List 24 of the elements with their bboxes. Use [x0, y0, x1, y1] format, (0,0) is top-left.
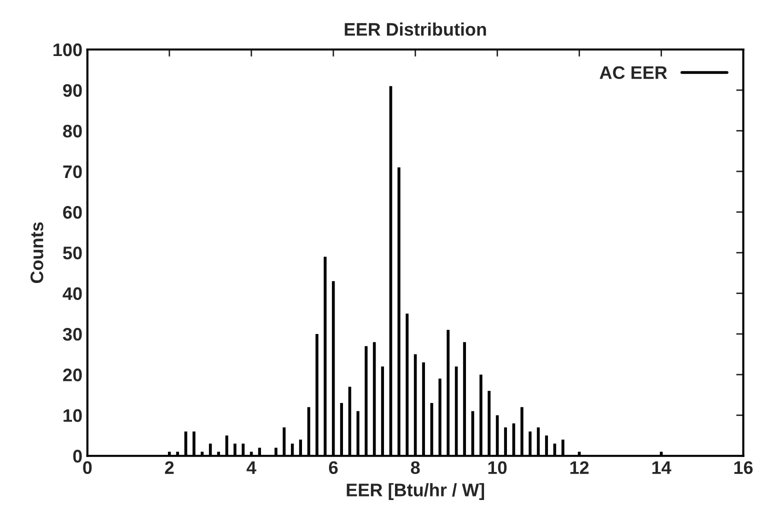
legend-label: AC EER: [600, 66, 668, 80]
y-tick-label: 60: [63, 206, 82, 219]
x-tick-label: 16: [734, 461, 753, 474]
chart-title: EER Distribution: [344, 22, 486, 36]
y-tick-label: 40: [62, 287, 82, 300]
x-tick-label: 12: [570, 461, 589, 474]
x-tick-label: 0: [83, 461, 92, 474]
x-tick-label: 4: [246, 461, 256, 474]
y-tick-label: 70: [63, 165, 82, 178]
y-tick-label: 80: [63, 124, 82, 138]
y-tick-label: 50: [63, 246, 82, 260]
x-tick-label: 8: [410, 461, 420, 474]
y-tick-label: 30: [62, 328, 82, 341]
x-tick-label: 10: [488, 461, 507, 474]
y-tick-label: 0: [73, 450, 82, 463]
x-axis-title: EER [Btu/hr / W]: [346, 483, 484, 500]
y-tick-label: 20: [63, 368, 82, 382]
x-tick-label: 6: [328, 461, 338, 474]
y-tick-label: 10: [64, 409, 82, 422]
y-tick-label: 100: [54, 43, 82, 56]
x-tick-label: 14: [652, 461, 672, 474]
x-tick-label: 2: [164, 461, 174, 474]
y-tick-label: 90: [63, 84, 82, 97]
y-axis-title: Counts: [30, 222, 44, 284]
